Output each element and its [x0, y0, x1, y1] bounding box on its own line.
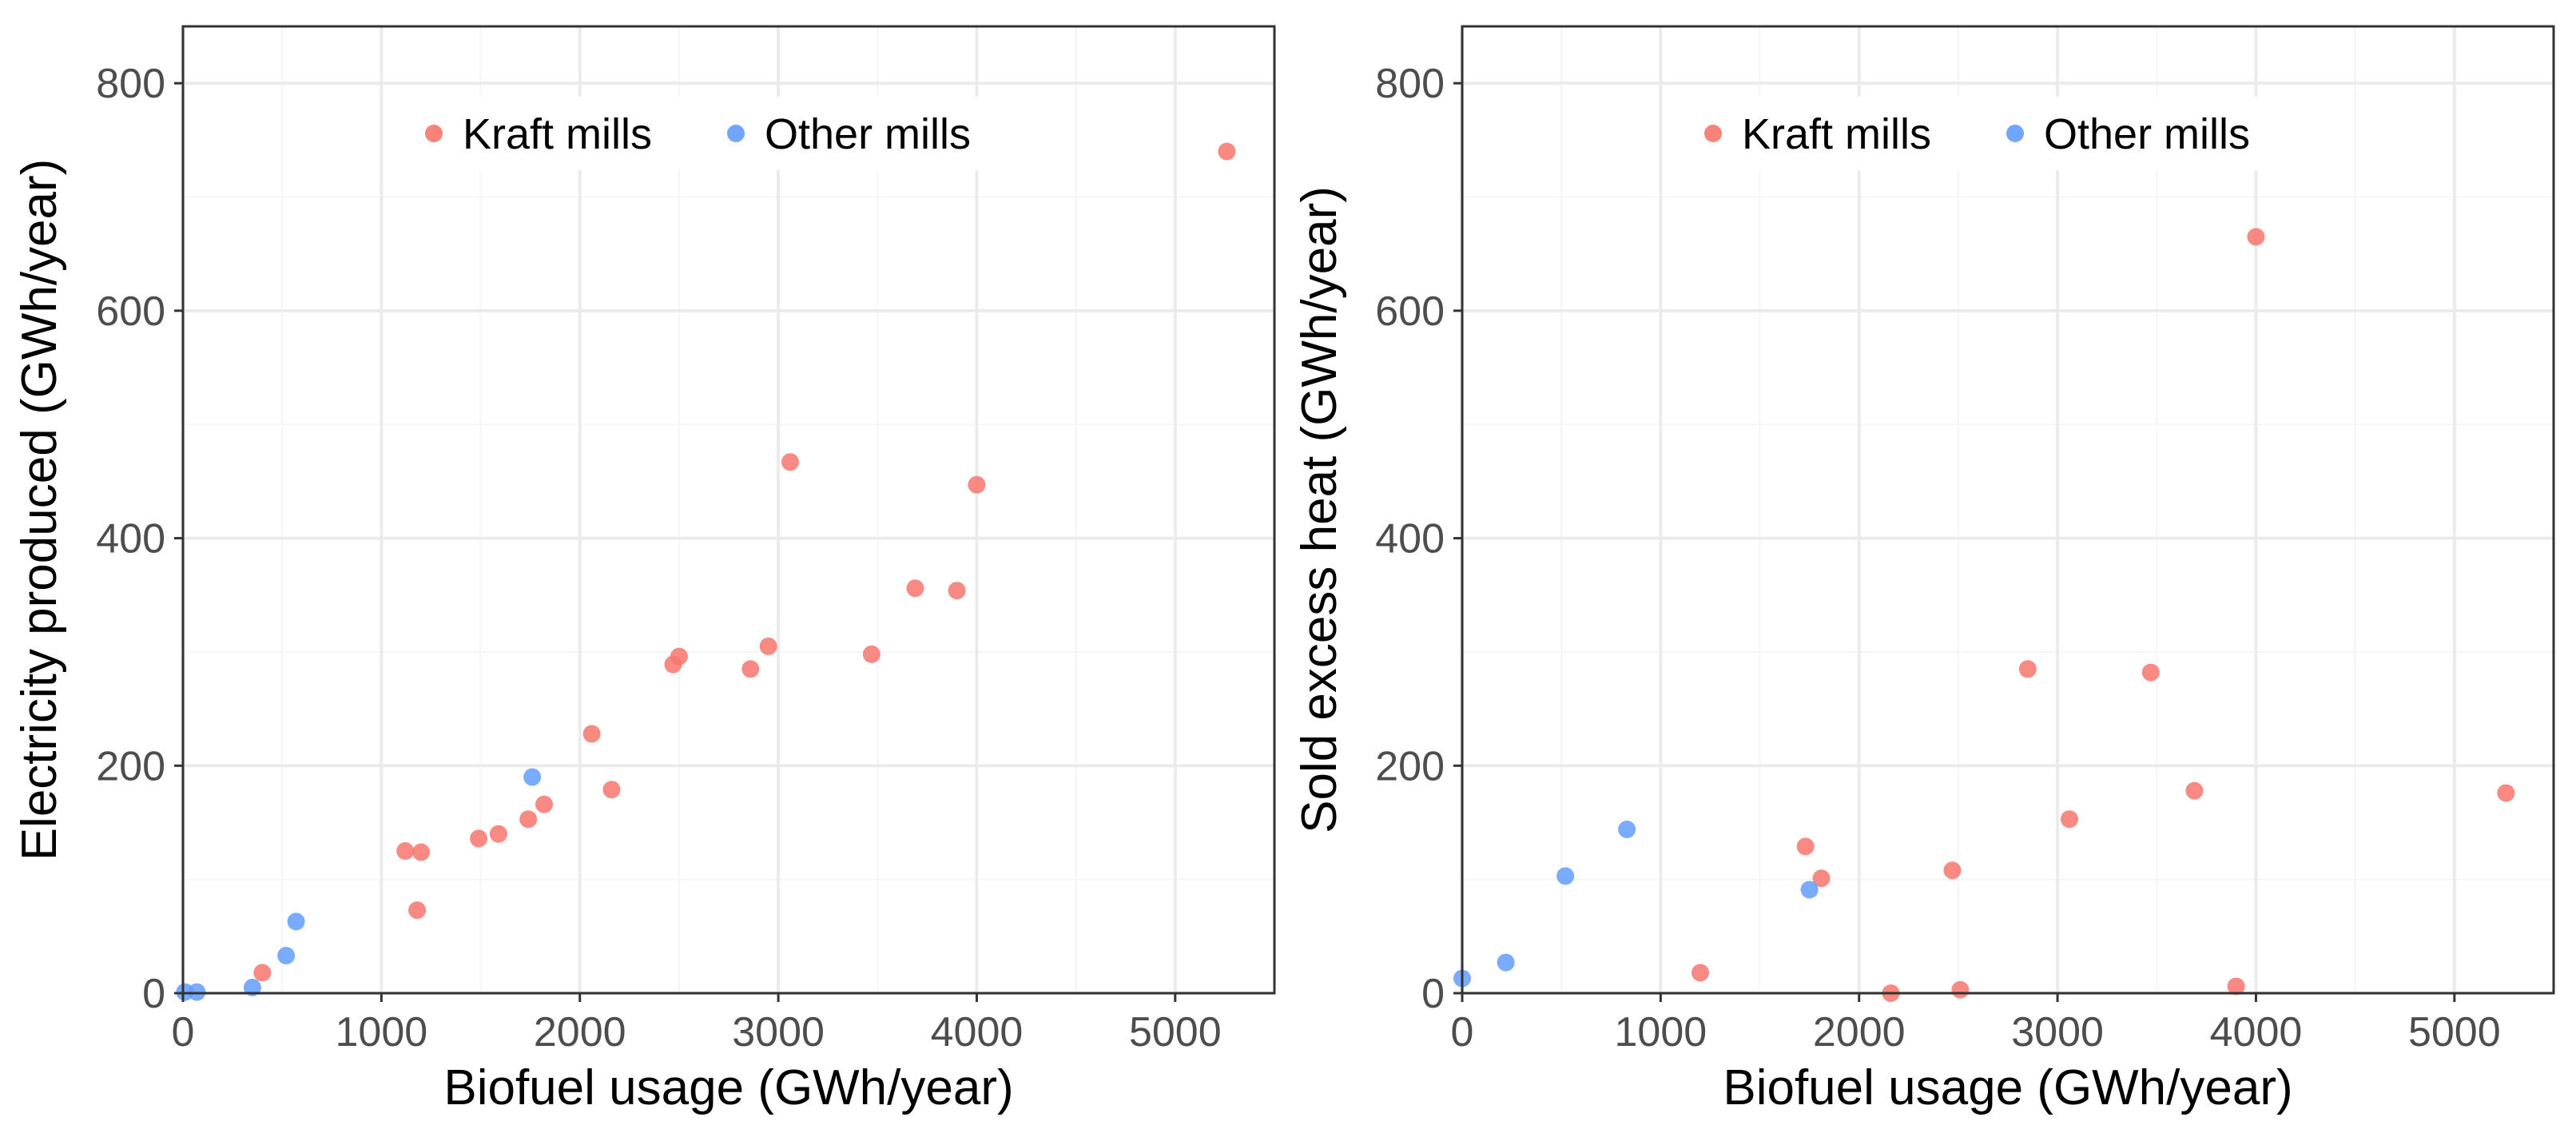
data-point-other [523, 768, 542, 786]
data-point-kraft [1796, 837, 1815, 856]
data-point-kraft [2141, 663, 2160, 682]
data-point-other [1497, 953, 1515, 972]
y-tick-label: 0 [1421, 971, 1445, 1017]
data-point-kraft [2247, 228, 2265, 246]
data-point-kraft [968, 475, 986, 494]
x-tick-label: 2000 [534, 1009, 626, 1056]
data-point-kraft [2018, 660, 2037, 678]
data-point-other [1800, 881, 1819, 899]
panel-border [1461, 25, 2555, 995]
data-point-kraft [1218, 142, 1236, 161]
legend-key-kraft [425, 125, 443, 142]
series-kraft [253, 142, 1236, 982]
data-point-other [1618, 821, 1636, 839]
data-point-other [243, 978, 261, 996]
y-tick-label: 800 [1375, 61, 1445, 107]
legend: Kraft mills Other mills [1684, 97, 2347, 170]
data-point-kraft [670, 647, 688, 666]
data-point-kraft [582, 725, 601, 743]
data-point-kraft [2185, 781, 2204, 800]
x-tick-label: 0 [1451, 1009, 1474, 1056]
plot-area [1462, 26, 2554, 993]
x-tick-label: 4000 [931, 1009, 1024, 1056]
data-point-kraft [408, 901, 427, 920]
data-point-kraft [535, 795, 554, 813]
x-tick-label: 2000 [1813, 1009, 1906, 1056]
data-point-kraft [396, 842, 415, 861]
data-point-kraft [602, 781, 621, 799]
y-tick-label: 0 [142, 971, 165, 1017]
y-tick-label: 400 [1375, 516, 1445, 563]
panel-border [181, 25, 1276, 995]
data-point-kraft [759, 637, 777, 655]
y-tick-label: 600 [1375, 288, 1445, 335]
legend-label-kraft: Kraft mills [463, 110, 652, 158]
data-point-kraft [412, 843, 431, 861]
legend-key-other [727, 125, 745, 142]
data-point-kraft [470, 829, 488, 848]
data-point-kraft [862, 645, 881, 663]
data-point-kraft [1812, 869, 1831, 888]
series-other [176, 768, 542, 1001]
data-point-other [277, 947, 296, 965]
x-tick-label: 3000 [2011, 1009, 2104, 1056]
x-tick-label: 3000 [732, 1009, 825, 1056]
legend-label-other: Other mills [765, 110, 971, 158]
y-axis-title: Sold excess heat (GWh/year) [1292, 186, 1347, 833]
x-axis-title: Biofuel usage (GWh/year) [1723, 1060, 2292, 1115]
y-tick-label: 800 [96, 61, 165, 107]
data-point-kraft [948, 582, 966, 600]
x-tick-label: 1000 [336, 1009, 428, 1056]
x-tick-label: 5000 [2408, 1009, 2501, 1056]
data-point-kraft [2227, 977, 2245, 996]
data-point-kraft [1691, 964, 1710, 982]
x-tick-label: 5000 [1129, 1009, 1222, 1056]
data-point-kraft [519, 810, 538, 829]
data-point-kraft [741, 660, 760, 678]
legend-label-other: Other mills [2044, 110, 2250, 158]
y-axis-title: Electricity produced (GWh/year) [12, 159, 67, 861]
x-axis-title: Biofuel usage (GWh/year) [443, 1060, 1013, 1115]
data-point-kraft [253, 964, 272, 982]
y-tick-label: 200 [96, 743, 165, 789]
y-tick-label: 600 [96, 288, 165, 335]
data-point-kraft [906, 579, 924, 598]
x-tick-label: 1000 [1615, 1009, 1707, 1056]
data-point-kraft [1943, 861, 1962, 880]
legend-label-kraft: Kraft mills [1742, 110, 1931, 158]
legend: Kraft mills Other mills [405, 97, 1068, 170]
series-kraft [1691, 228, 2515, 1002]
legend-key-other [2006, 125, 2024, 142]
y-tick-label: 400 [96, 516, 165, 563]
data-point-other [1556, 867, 1575, 885]
data-point-kraft [1951, 980, 1970, 999]
data-point-kraft [781, 453, 799, 471]
x-tick-label: 0 [172, 1009, 195, 1056]
x-tick-label: 4000 [2210, 1009, 2303, 1056]
data-point-kraft [2060, 810, 2078, 829]
y-tick-label: 200 [1375, 743, 1445, 789]
plot-area [183, 26, 1274, 993]
legend-key-kraft [1704, 125, 1722, 142]
data-point-kraft [489, 825, 507, 843]
data-point-kraft [2497, 784, 2515, 802]
data-point-other [287, 912, 305, 931]
